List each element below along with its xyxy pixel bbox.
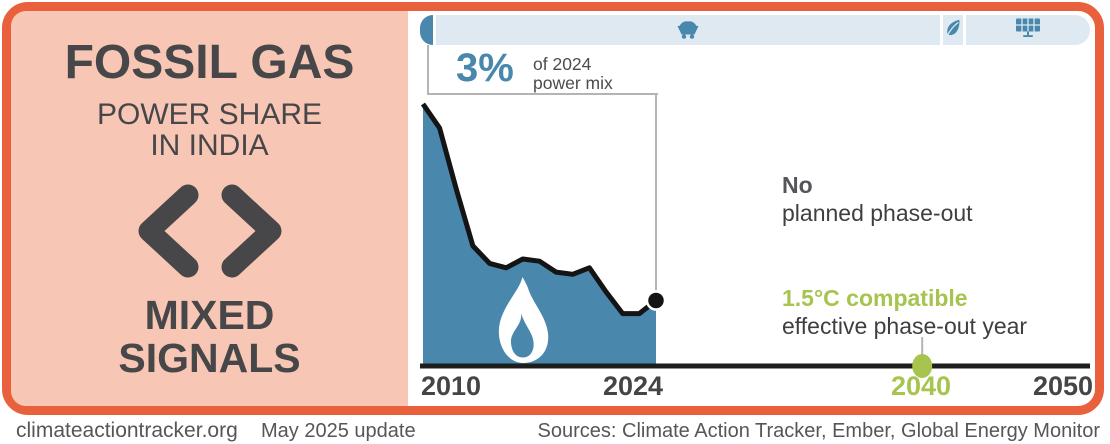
compatible-annotation: 1.5°C compatible effective phase-out yea… (782, 284, 1027, 340)
callout-drop-line (655, 95, 657, 301)
axis-label-2050: 2050 (1032, 371, 1094, 401)
rating-line-2: SIGNALS (118, 335, 301, 381)
leaf-icon (944, 18, 963, 42)
solar-panel-icon (1014, 17, 1042, 43)
power-mix-bar (420, 15, 1090, 45)
gas-share-label-line-1: of 2024 (533, 54, 592, 74)
gas-share-label-line-2: power mix (533, 73, 613, 93)
coal-segment (436, 15, 940, 45)
axis-label-2040: 2040 (890, 371, 952, 401)
gas-share-label: of 2024 power mix (533, 55, 613, 93)
no-phaseout-emphasis: No (782, 172, 813, 198)
no-phaseout-text: planned phase-out (782, 200, 973, 226)
compatible-text: effective phase-out year (782, 313, 1028, 339)
no-phaseout-annotation: No planned phase-out (782, 171, 973, 227)
gas-segment (420, 15, 433, 45)
site-link[interactable]: climateactiontracker.org (16, 419, 238, 442)
gas-share-value: 3% (456, 46, 514, 90)
rating-panel: FOSSIL GAS POWER SHARE IN INDIA MIXED SI… (11, 11, 408, 406)
rating-label: MIXED SIGNALS (11, 294, 408, 380)
compatible-emphasis: 1.5°C compatible (782, 285, 968, 311)
sources-text: Sources: Climate Action Tracker, Ember, … (537, 420, 1100, 442)
card-frame: FOSSIL GAS POWER SHARE IN INDIA MIXED SI… (2, 2, 1104, 415)
page-title: FOSSIL GAS (64, 36, 355, 89)
solar-segment (966, 15, 1090, 45)
coal-cart-icon (676, 17, 700, 44)
page-subtitle: POWER SHARE IN INDIA (11, 99, 408, 161)
mixed-signals-icon (135, 183, 285, 284)
axis-label-2024: 2024 (602, 371, 664, 401)
rating-line-1: MIXED (144, 292, 275, 338)
update-date: May 2025 update (261, 420, 416, 442)
axis-label-2010: 2010 (420, 371, 482, 401)
subtitle-line-1: POWER SHARE (96, 98, 323, 131)
callout-bracket (427, 45, 658, 95)
bioenergy-segment (943, 15, 963, 45)
subtitle-line-2: IN INDIA (150, 129, 269, 162)
